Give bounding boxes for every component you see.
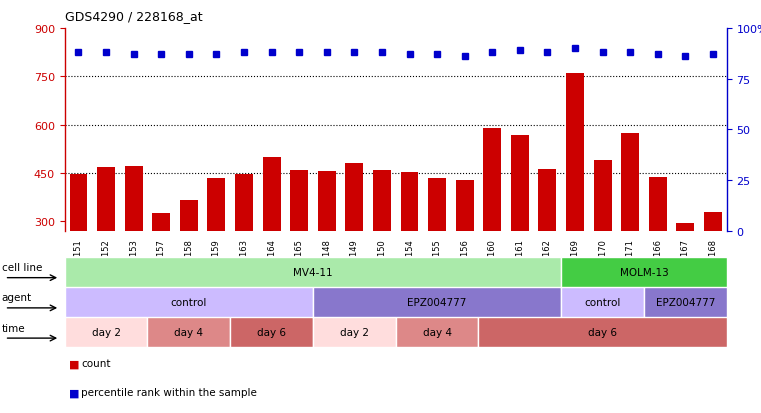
Bar bbox=[539, 170, 556, 318]
Text: count: count bbox=[81, 358, 111, 368]
Bar bbox=[373, 170, 391, 318]
Bar bbox=[65, 287, 313, 317]
Text: cell line: cell line bbox=[2, 262, 42, 273]
Bar bbox=[263, 157, 281, 318]
Bar bbox=[400, 173, 419, 318]
Bar bbox=[235, 174, 253, 318]
Text: time: time bbox=[2, 323, 25, 333]
Text: agent: agent bbox=[2, 292, 32, 303]
Text: control: control bbox=[584, 297, 621, 307]
Bar bbox=[561, 257, 727, 287]
Bar bbox=[345, 164, 363, 318]
Bar bbox=[649, 177, 667, 318]
Bar bbox=[428, 178, 446, 318]
Bar bbox=[148, 317, 230, 347]
Bar bbox=[594, 161, 612, 318]
Bar bbox=[561, 287, 644, 317]
Bar bbox=[230, 317, 313, 347]
Text: ■: ■ bbox=[68, 358, 79, 368]
Text: MV4-11: MV4-11 bbox=[293, 267, 333, 277]
Bar bbox=[313, 287, 561, 317]
Bar bbox=[621, 133, 639, 318]
Text: day 6: day 6 bbox=[257, 327, 286, 337]
Text: day 4: day 4 bbox=[174, 327, 203, 337]
Text: day 4: day 4 bbox=[422, 327, 451, 337]
Bar bbox=[644, 287, 727, 317]
Bar bbox=[97, 168, 115, 318]
Bar bbox=[511, 135, 529, 318]
Text: day 2: day 2 bbox=[91, 327, 120, 337]
Bar bbox=[566, 74, 584, 318]
Bar bbox=[65, 317, 148, 347]
Bar bbox=[65, 257, 561, 287]
Bar bbox=[208, 178, 225, 318]
Bar bbox=[69, 175, 88, 318]
Bar bbox=[483, 128, 501, 318]
Bar bbox=[152, 214, 170, 318]
Bar bbox=[125, 167, 142, 318]
Text: EPZ004777: EPZ004777 bbox=[407, 297, 466, 307]
Text: day 6: day 6 bbox=[588, 327, 617, 337]
Bar bbox=[456, 180, 473, 318]
Text: MOLM-13: MOLM-13 bbox=[619, 267, 668, 277]
Text: percentile rank within the sample: percentile rank within the sample bbox=[81, 387, 257, 397]
Bar bbox=[290, 171, 308, 318]
Text: day 2: day 2 bbox=[340, 327, 369, 337]
Bar bbox=[396, 317, 479, 347]
Text: control: control bbox=[170, 297, 207, 307]
Text: EPZ004777: EPZ004777 bbox=[656, 297, 715, 307]
Bar bbox=[704, 212, 722, 318]
Bar bbox=[180, 201, 198, 318]
Bar bbox=[677, 223, 694, 318]
Bar bbox=[318, 172, 336, 318]
Bar bbox=[479, 317, 727, 347]
Text: GDS4290 / 228168_at: GDS4290 / 228168_at bbox=[65, 10, 202, 23]
Bar bbox=[313, 317, 396, 347]
Text: ■: ■ bbox=[68, 387, 79, 397]
